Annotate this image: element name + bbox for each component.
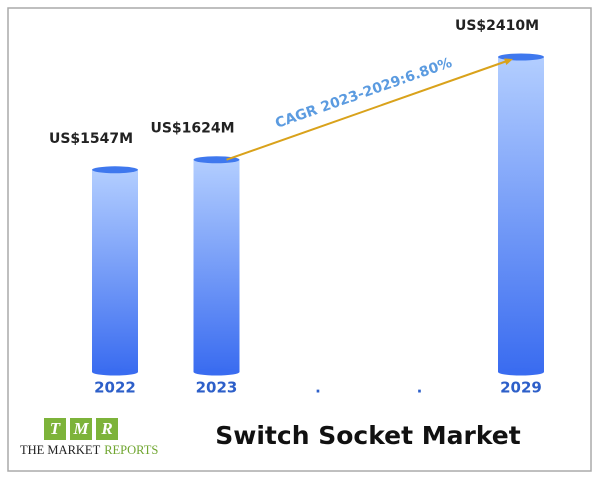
bar [193, 159, 240, 372]
bar-bottom [92, 368, 138, 376]
value-label: US$1624M [150, 121, 234, 137]
logo-letter: M [72, 419, 89, 438]
value-label: US$2410M [455, 18, 539, 34]
x-tick-label: 2023 [196, 379, 238, 397]
logo-letter: R [100, 419, 112, 438]
x-tick-label: 2022 [94, 379, 136, 397]
logo-letter: T [50, 419, 61, 438]
bar [92, 169, 138, 372]
frame [7, 7, 592, 472]
bar-top [498, 53, 544, 61]
x-tick-label: . [417, 379, 423, 397]
logo-name: THE MARKET REPORTS [20, 443, 158, 457]
bar-bottom [498, 368, 544, 376]
x-tick-label: 2029 [500, 379, 542, 397]
logo-name-part: THE MARKET [20, 443, 101, 457]
annotation: CAGR 2023-2029:6.80% [273, 55, 454, 132]
bar-bottom [193, 368, 240, 376]
cagr-arrow [226, 60, 508, 161]
bar-top [92, 166, 138, 174]
logo-box [44, 418, 66, 440]
cagr-arrowhead [504, 58, 513, 66]
logo-box [96, 418, 118, 440]
chart-title: Switch Socket Market [215, 421, 520, 450]
logo-box [70, 418, 92, 440]
x-tick-label: . [315, 379, 321, 397]
value-label: US$1547M [49, 131, 133, 147]
bar-top [193, 156, 240, 164]
logo: T M R THE MARKET REPORTS [20, 418, 158, 457]
bar [498, 57, 544, 372]
logo-name-part: REPORTS [104, 443, 158, 457]
